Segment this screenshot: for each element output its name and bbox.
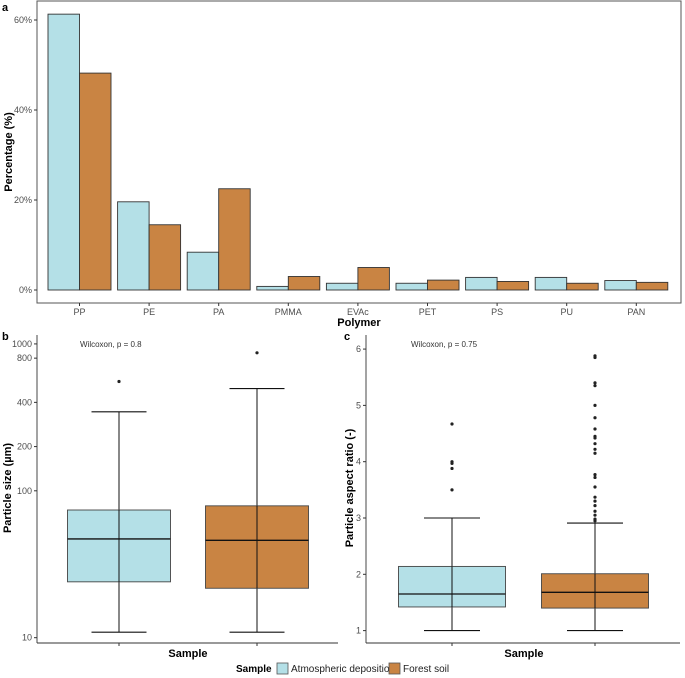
- panel-label-b: b: [2, 331, 9, 343]
- outlier-point-forest: [593, 473, 597, 477]
- x-tick-label: PS: [491, 307, 503, 317]
- outlier-point-forest: [593, 416, 597, 420]
- y-tick-label: 400: [17, 397, 32, 407]
- outlier-point-forest: [593, 442, 597, 446]
- y-tick-label: 10: [22, 633, 32, 643]
- x-tick-label: PA: [213, 307, 224, 317]
- outlier-point-forest: [593, 384, 597, 388]
- y-tick-label: 0%: [19, 285, 32, 295]
- y-tick-label: 800: [17, 353, 32, 363]
- bar-pe-forest: [148, 224, 182, 291]
- x-tick-label: EVAc: [347, 307, 369, 317]
- legend-label-atmospheric: Atmospheric deposition: [291, 664, 395, 675]
- panel-a-y-axis-title: Percentage (%): [3, 112, 15, 192]
- legend-title: Sample: [236, 664, 272, 675]
- panel-b-x-axis-title: Sample: [168, 648, 207, 660]
- outlier-point-forest: [593, 427, 597, 431]
- bar-pu-forest: [566, 282, 599, 291]
- panel-label-c: c: [344, 331, 350, 343]
- panel-c-wilcoxon-annotation: Wilcoxon, p = 0.75: [411, 340, 478, 349]
- outlier-point-forest: [593, 485, 597, 489]
- outlier-point-atmospheric: [450, 488, 454, 492]
- y-tick-label: 200: [17, 442, 32, 452]
- y-tick-label: 60%: [14, 15, 32, 25]
- y-tick-label: 1000: [12, 339, 32, 349]
- panel-a-x-axis: PP PE PA PMMA EVAc PET PS PU PAN: [73, 303, 645, 317]
- outlier-point-forest: [593, 354, 597, 358]
- panel-b-boxplot: b 10 100 200 400 800 1000 Wilcoxon, p = 0.8 S…: [2, 331, 338, 660]
- bar-pan-forest: [635, 281, 669, 291]
- outlier-point-forest: [593, 509, 597, 513]
- bar-pa-forest: [218, 188, 251, 291]
- panel-b-boxes: [67, 351, 309, 633]
- panel-c-boxplot: c 1 2 3 4 5 6 Wilcoxon, p = 0.75 Sample Parti…: [344, 331, 680, 660]
- legend-label-forest: Forest soil: [403, 664, 449, 675]
- legend-swatch-forest: [388, 662, 401, 675]
- bar-evac-forest: [357, 267, 390, 291]
- outlier-point-forest: [255, 351, 259, 355]
- bar-pp-forest: [79, 72, 112, 291]
- bar-pet-atmospheric: [395, 282, 428, 291]
- panel-a-bar-chart: a 0% 20% 40% 60% PP PE PA PMMA EVAc PET PS PU PAN P…: [2, 0, 682, 329]
- bar-pmma-atmospheric: [256, 285, 289, 291]
- outlier-point-forest: [593, 513, 597, 517]
- panel-c-axes: 1 2 3 4 5 6: [356, 335, 680, 646]
- y-tick-label: 1: [356, 626, 361, 636]
- y-tick-label: 40%: [14, 105, 32, 115]
- y-tick-label: 20%: [14, 195, 32, 205]
- bar-evac-atmospheric: [325, 282, 359, 291]
- panel-b-wilcoxon-annotation: Wilcoxon, p = 0.8: [80, 340, 142, 349]
- bar-ps-forest: [496, 281, 530, 291]
- panel-a-y-axis: 0% 20% 40% 60%: [14, 15, 37, 295]
- panel-b-y-axis-title: Particle size (µm): [2, 443, 14, 533]
- x-tick-label: PMMA: [275, 307, 302, 317]
- panel-b-axes: 10 100 200 400 800 1000: [12, 335, 338, 646]
- panel-a-x-axis-title: Polymer: [337, 317, 381, 329]
- panel-c-x-axis-title: Sample: [504, 648, 543, 660]
- outlier-point-atmospheric: [450, 422, 454, 426]
- x-tick-label: PAN: [627, 307, 645, 317]
- legend: Sample Atmospheric deposition Forest soi…: [236, 662, 449, 675]
- outlier-point-forest: [593, 434, 597, 438]
- outlier-point-forest: [593, 447, 597, 451]
- x-tick-label: PU: [560, 307, 573, 317]
- y-tick-label: 4: [356, 457, 361, 467]
- outlier-point-forest: [593, 495, 597, 499]
- x-tick-label: PP: [73, 307, 85, 317]
- y-tick-label: 100: [17, 486, 32, 496]
- bar-pe-atmospheric: [117, 201, 150, 291]
- y-tick-label: 5: [356, 400, 361, 410]
- panel-c-boxes: [398, 354, 649, 632]
- bar-pu-atmospheric: [534, 276, 568, 291]
- outlier-point-forest: [593, 517, 597, 521]
- outlier-point-forest: [593, 403, 597, 407]
- bar-pan-atmospheric: [604, 280, 637, 291]
- outlier-point-forest: [593, 475, 597, 480]
- bar-ps-atmospheric: [465, 276, 498, 291]
- y-tick-label: 3: [356, 513, 361, 523]
- panel-c-y-axis-title: Particle aspect ratio (-): [344, 428, 356, 547]
- outlier-point-atmospheric: [450, 460, 454, 464]
- bar-pmma-forest: [287, 276, 321, 291]
- x-tick-label: PE: [143, 307, 155, 317]
- bar-pet-forest: [427, 279, 460, 291]
- y-tick-label: 2: [356, 569, 361, 579]
- outlier-point-atmospheric: [450, 466, 454, 471]
- y-tick-label: 6: [356, 344, 361, 354]
- outlier-point-atmospheric: [117, 379, 121, 384]
- panel-a-frame: [36, 0, 682, 304]
- outlier-point-forest: [593, 381, 597, 385]
- outlier-point-forest: [593, 499, 597, 503]
- bar-pp-atmospheric: [47, 13, 80, 291]
- panel-a-bars: [47, 13, 669, 291]
- legend-swatch-atmospheric: [276, 662, 289, 675]
- outlier-point-forest: [593, 451, 597, 455]
- x-tick-label: PET: [419, 307, 437, 317]
- panel-label-a: a: [2, 2, 9, 14]
- bar-pa-atmospheric: [186, 251, 220, 291]
- outlier-point-forest: [593, 504, 597, 508]
